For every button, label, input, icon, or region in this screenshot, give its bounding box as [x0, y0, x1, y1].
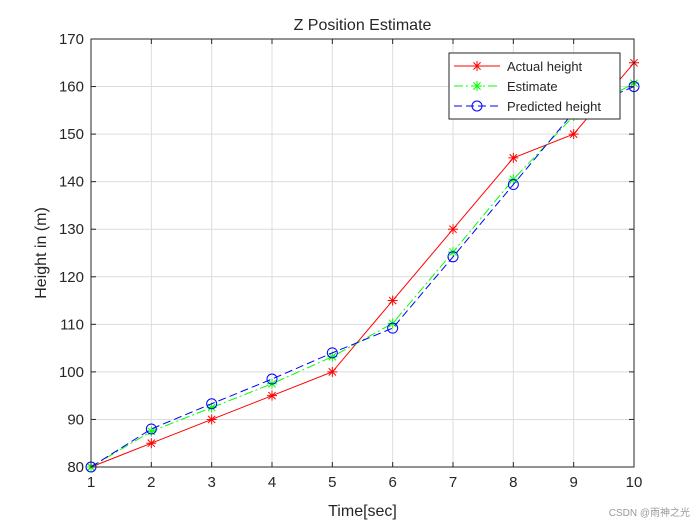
y-tick-label: 130 [59, 221, 84, 238]
data-point-actual-height-arm [569, 130, 578, 139]
x-tick-label: 2 [147, 474, 155, 491]
x-axis-label: Time[sec] [328, 503, 397, 520]
legend-label-predicted-height: Predicted height [507, 99, 601, 114]
y-tick-label: 120 [59, 269, 84, 286]
data-point-actual-height-arm [509, 153, 518, 162]
data-point-actual-height [146, 438, 157, 449]
data-point-actual-height [267, 390, 277, 401]
plot-frame [90, 38, 635, 468]
data-point-estimate-arm [328, 352, 337, 361]
x-tick-label: 3 [207, 474, 215, 491]
data-point-actual-height [568, 129, 579, 140]
data-point-actual-height-arm [207, 415, 216, 424]
data-point-predicted-height-shape [447, 251, 459, 263]
legend: Actual height Estimate Predicted height [448, 52, 621, 120]
legend-marker-estimate [472, 81, 482, 91]
data-point-actual-height [206, 414, 217, 425]
data-point-estimate-arm [207, 403, 216, 412]
legend-label-actual-height: Actual height [507, 59, 583, 74]
data-point-actual-height [508, 152, 519, 163]
legend-marker-predicted-height [471, 100, 483, 112]
x-tick-label: 5 [328, 474, 336, 491]
data-point-predicted-height-shape [266, 373, 278, 385]
y-tick-label: 90 [67, 411, 84, 428]
data-point-predicted-height-shape [326, 347, 338, 359]
series-line-predicted-height [90, 86, 635, 468]
ticks: 1 2 3 4 5 6 7 8 9 10 80 90 100 110 120 130 140 150 160 170 [59, 31, 642, 491]
chart-title: Z Position Estimate [294, 17, 432, 34]
data-point-predicted-height [266, 373, 278, 385]
data-point-actual-height [387, 295, 398, 306]
y-axis-label: Height in (m) [33, 207, 50, 299]
data-point-predicted-height-shape [387, 322, 399, 334]
legend-marker-actual-height-arm [473, 62, 481, 70]
series-line-actual-height [90, 62, 635, 468]
y-tick-label: 170 [59, 31, 84, 48]
data-point-actual-height-arm [449, 225, 457, 234]
y-tick-label: 160 [59, 79, 84, 96]
legend-marker-actual-height [472, 61, 482, 71]
x-tick-label: 6 [388, 474, 396, 491]
y-tick-label: 150 [59, 126, 84, 143]
y-tick-label: 140 [59, 174, 84, 191]
y-tick-label: 110 [60, 316, 84, 333]
data-point-predicted-height [145, 423, 157, 435]
x-tick-label: 10 [626, 474, 643, 491]
legend-marker-estimate-arm [473, 82, 481, 90]
x-tick-label: 4 [268, 474, 276, 491]
y-tick-label: 100 [59, 364, 84, 381]
data-point-predicted-height [447, 251, 459, 263]
data-point-actual-height-arm [147, 439, 156, 448]
data-point-predicted-height [507, 179, 519, 191]
data-point-predicted-height [387, 322, 399, 334]
x-tick-label: 1 [87, 474, 95, 491]
data-point-predicted-height [326, 347, 338, 359]
watermark-text: CSDN @雨神之光 [609, 506, 690, 519]
x-tick-label: 8 [509, 474, 517, 491]
data-point-predicted-height-shape [507, 179, 519, 191]
data-point-predicted-height-shape [206, 398, 218, 410]
legend-marker-predicted-height-shape [471, 100, 483, 112]
data-point-actual-height [448, 224, 458, 235]
data-point-actual-height-arm [268, 391, 276, 400]
y-tick-label: 80 [67, 459, 84, 476]
legend-label-estimate: Estimate [507, 79, 558, 94]
data-point-predicted-height [206, 398, 218, 410]
data-point-actual-height-arm [328, 367, 337, 376]
data-point-actual-height-arm [388, 296, 397, 305]
data-point-predicted-height-shape [145, 423, 157, 435]
data-point-actual-height [327, 366, 338, 377]
x-tick-label: 9 [569, 474, 577, 491]
x-tick-label: 7 [449, 474, 457, 491]
